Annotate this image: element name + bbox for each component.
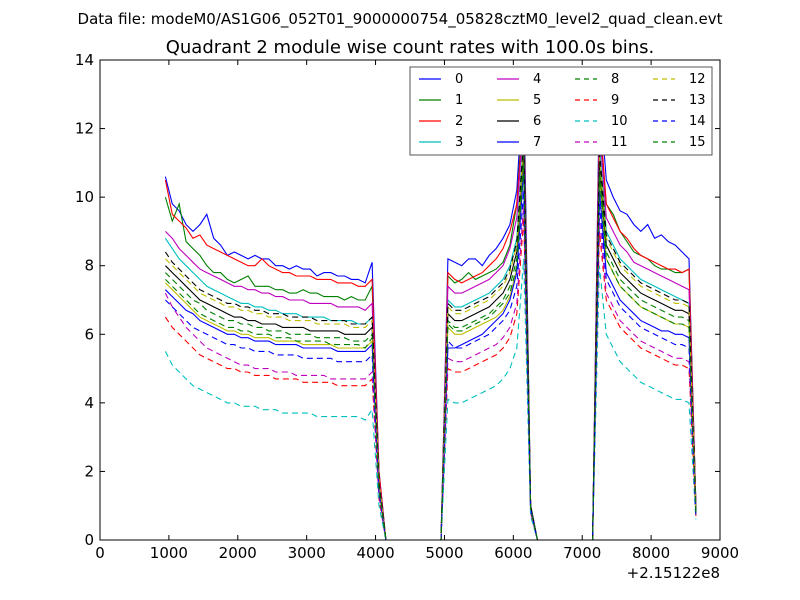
x-tick-label: 7000: [563, 544, 601, 562]
x-tick-label: 9000: [701, 544, 739, 562]
series-line-13: [164, 135, 697, 541]
y-tick-label: 6: [84, 325, 94, 343]
x-tick-label: 1000: [150, 544, 188, 562]
x-tick-label: 0: [95, 544, 105, 562]
legend-label-7: 7: [533, 135, 541, 150]
legend-label-4: 4: [533, 72, 541, 87]
legend-label-1: 1: [455, 93, 463, 108]
legend-label-6: 6: [533, 114, 541, 129]
legend-label-15: 15: [689, 135, 706, 150]
figure-suptitle: Data file: modeM0/AS1G06_052T01_90000007…: [78, 10, 723, 29]
plot-frame: [99, 59, 721, 541]
series-line-15: [165, 162, 697, 541]
legend-label-9: 9: [611, 93, 619, 108]
plot-area: 0 1000 2000 3000 4000 5000 6000 7000 8000 9000 0 2…: [75, 51, 739, 582]
legend-label-3: 3: [455, 135, 463, 150]
x-tick-label: 8000: [632, 544, 670, 562]
legend-label-0: 0: [455, 72, 463, 87]
series-layer: [164, 77, 697, 541]
x-axis: 0 1000 2000 3000 4000 5000 6000 7000 8000 9000: [95, 60, 739, 562]
legend-label-10: 10: [611, 114, 628, 129]
legend-label-11: 11: [611, 135, 628, 150]
y-tick-label: 12: [75, 120, 94, 138]
y-tick-label: 2: [84, 462, 94, 480]
legend-label-5: 5: [533, 93, 541, 108]
legend-label-12: 12: [689, 72, 706, 87]
legend-label-13: 13: [689, 93, 706, 108]
x-tick-label: 6000: [494, 544, 532, 562]
y-tick-label: 14: [75, 51, 94, 69]
legend-label-14: 14: [689, 114, 706, 129]
legend-box: [409, 66, 713, 156]
x-tick-label: 2000: [219, 544, 257, 562]
series-line-10: [164, 258, 697, 541]
y-tick-label: 8: [84, 257, 94, 275]
series-line-12: [165, 142, 697, 541]
legend-label-2: 2: [455, 114, 463, 129]
y-tick-label: 4: [84, 394, 94, 412]
chart-title: Quadrant 2 module wise count rates with …: [166, 37, 655, 58]
x-tick-label: 3000: [288, 544, 326, 562]
x-tick-label: 5000: [425, 544, 463, 562]
x-axis-offset-label: +2.15122e8: [627, 564, 720, 582]
legend-label-8: 8: [611, 72, 619, 87]
y-tick-label: 0: [84, 531, 94, 549]
x-tick-label: 4000: [356, 544, 394, 562]
y-tick-label: 10: [75, 188, 94, 206]
